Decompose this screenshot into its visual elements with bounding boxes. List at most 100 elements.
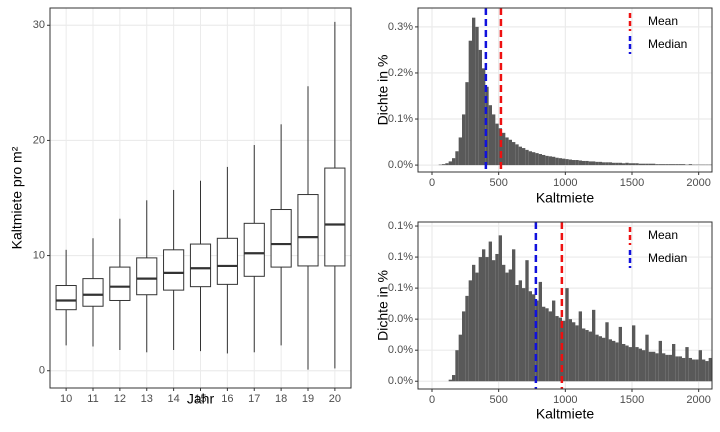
bar — [705, 361, 709, 382]
bar — [515, 144, 519, 166]
bar — [542, 154, 546, 166]
bar — [658, 164, 662, 166]
bar — [648, 163, 652, 166]
bar — [678, 356, 682, 382]
bar — [558, 317, 562, 382]
bar — [625, 345, 629, 382]
bar — [592, 309, 596, 382]
bar — [505, 272, 509, 382]
bar — [568, 159, 572, 166]
y-tick-label: 0.1% — [388, 220, 413, 232]
x-tick-label: 12 — [114, 393, 126, 405]
y-tick-label: 0.1% — [388, 113, 413, 125]
y-tick-label: 0.1% — [388, 282, 413, 294]
bar — [552, 156, 556, 166]
bar — [578, 311, 582, 382]
bar — [525, 149, 529, 166]
bar — [555, 157, 559, 166]
bar — [688, 357, 692, 382]
bar — [622, 163, 626, 166]
y-tick-label: 0.0% — [388, 344, 413, 356]
bar — [672, 164, 676, 166]
box — [189, 243, 212, 288]
bar — [662, 353, 666, 382]
box — [55, 285, 77, 311]
bar — [555, 316, 559, 382]
x-tick-label: 19 — [302, 393, 314, 405]
bar — [442, 164, 446, 166]
bar — [458, 334, 462, 382]
bar — [695, 359, 699, 382]
bar — [462, 114, 466, 166]
bar — [565, 159, 569, 166]
bar — [492, 260, 496, 382]
bar — [475, 26, 479, 166]
y-axis-title: Dichte in % — [375, 270, 391, 341]
bar — [495, 123, 499, 166]
bar — [605, 322, 609, 382]
bar — [465, 295, 469, 382]
legend-label: Mean — [648, 228, 678, 242]
x-tick-label: 15 — [194, 393, 206, 405]
bar — [548, 311, 552, 382]
bar — [558, 158, 562, 166]
bar — [518, 280, 522, 382]
bar — [538, 281, 542, 382]
bar — [675, 356, 679, 382]
bar — [568, 319, 572, 382]
box — [270, 209, 292, 268]
bar — [512, 249, 516, 382]
bar — [615, 342, 619, 382]
x-tick-label: 10 — [60, 393, 72, 405]
bar — [588, 161, 592, 166]
x-axis-title: Kaltmiete — [536, 406, 595, 422]
bar — [585, 330, 589, 382]
x-tick-label: 1500 — [620, 177, 644, 189]
bar — [448, 161, 452, 166]
bar — [682, 357, 686, 382]
bar — [482, 249, 486, 382]
bar — [462, 311, 466, 382]
y-tick-label: 10 — [33, 249, 45, 261]
bar — [648, 351, 652, 382]
bar — [515, 285, 519, 382]
bar — [488, 105, 492, 166]
bar — [622, 343, 626, 382]
bar — [612, 162, 616, 166]
y-tick-label: 0.3% — [388, 21, 413, 33]
x-tick-label: 500 — [489, 394, 507, 406]
bar — [642, 163, 646, 166]
bar — [525, 260, 529, 382]
bar — [612, 340, 616, 382]
bar — [692, 359, 696, 382]
bar — [448, 379, 452, 382]
bar — [482, 68, 486, 166]
bar — [575, 160, 579, 166]
bar — [675, 164, 679, 166]
bar — [502, 132, 506, 166]
bar — [582, 160, 586, 166]
bar — [598, 161, 602, 166]
bar — [545, 308, 549, 382]
bar — [535, 300, 539, 382]
legend-label: Mean — [648, 14, 678, 28]
bar — [485, 257, 489, 382]
bar — [592, 161, 596, 166]
bar — [645, 334, 649, 382]
bar — [505, 137, 509, 166]
x-tick-label: 2000 — [686, 177, 710, 189]
legend-label: Median — [648, 251, 687, 265]
bar — [498, 235, 502, 382]
bar — [468, 280, 472, 382]
panel-border — [417, 7, 713, 173]
bar — [478, 257, 482, 382]
bar — [598, 336, 602, 382]
bar — [595, 334, 599, 382]
x-tick-label: 2000 — [686, 394, 710, 406]
bar — [665, 164, 669, 166]
bar — [662, 164, 666, 166]
bar — [635, 163, 639, 166]
bar — [688, 164, 692, 166]
bar — [608, 162, 612, 166]
